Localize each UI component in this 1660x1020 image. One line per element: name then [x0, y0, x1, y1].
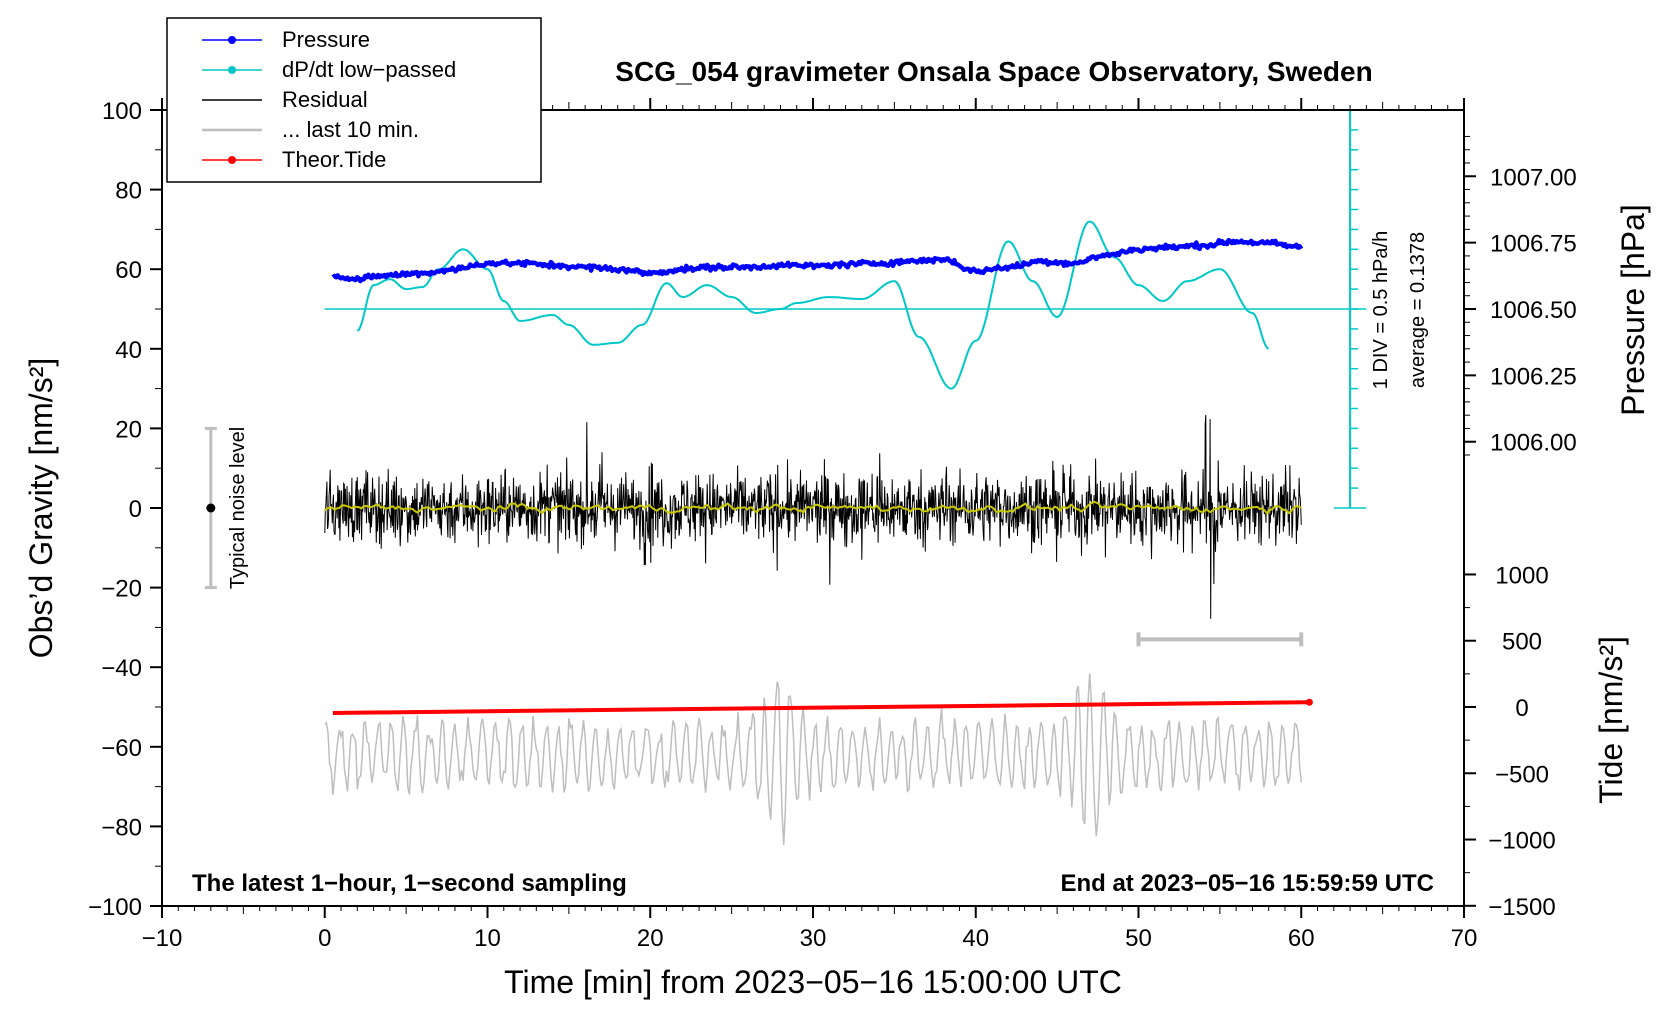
x-tick-label: 10 [474, 925, 501, 952]
y-tick-label: 80 [115, 178, 142, 205]
pressure-average-label: average = 0.1378 [1407, 232, 1429, 388]
last10-series-line [324, 673, 1303, 846]
pressure-tick-label: 1006.00 [1490, 430, 1577, 457]
y-axis-title-tide: Tide [nm/s²] [1593, 636, 1629, 804]
legend-marker [228, 156, 236, 164]
dpdt-series-line [356, 220, 1270, 390]
tide-tick-label: −1500 [1488, 894, 1555, 921]
pressure-series-line [331, 237, 1304, 284]
x-tick-label: 60 [1288, 925, 1315, 952]
x-tick-label: 30 [800, 925, 827, 952]
y-axis-title-left: Obs’d Gravity [nm/s²] [23, 358, 59, 659]
legend-label: Theor.Tide [282, 147, 386, 172]
legend-label: ... last 10 min. [282, 117, 419, 142]
legend-marker [228, 36, 236, 44]
x-tick-label: 20 [637, 925, 664, 952]
x-tick-label: 70 [1451, 925, 1478, 952]
y-axis-left: −100 −80 −60 −40 −20 0 20 40 60 80 100 [88, 98, 162, 921]
series-group [324, 220, 1367, 846]
chart-title: SCG_054 gravimeter Onsala Space Observat… [615, 56, 1372, 87]
y-tick-label: −100 [88, 894, 142, 921]
y-tick-label: 100 [102, 98, 142, 125]
pressure-tick-label: 1006.75 [1490, 231, 1577, 258]
noise-level-label: Typical noise level [227, 427, 249, 589]
y-axis-tide: −1500 −1000 −500 0 500 1000 [1464, 562, 1556, 921]
noise-level-bar [204, 426, 217, 590]
y-tick-label: −40 [101, 655, 142, 682]
legend-label: Pressure [282, 27, 370, 52]
y-tick-label: −20 [101, 576, 142, 603]
x-tick-label: −10 [142, 925, 183, 952]
legend-label: dP/dt low−passed [282, 57, 456, 82]
y-tick-label: −80 [101, 814, 142, 841]
pressure-tick-label: 1006.25 [1490, 363, 1577, 390]
pressure-tick-label: 1006.50 [1490, 297, 1577, 324]
footer-left-note: The latest 1−hour, 1−second sampling [192, 870, 627, 897]
tide-tick-label: −1000 [1488, 828, 1555, 855]
x-tick-label: 0 [318, 925, 331, 952]
noise-level-center-point [206, 503, 216, 513]
y-tick-label: 0 [129, 496, 142, 523]
footer-right-note: End at 2023−05−16 15:59:59 UTC [1060, 870, 1434, 897]
tide-tick-label: 500 [1502, 629, 1542, 656]
legend-marker [228, 66, 236, 74]
x-tick-label: 40 [962, 925, 989, 952]
y-tick-label: 20 [115, 416, 142, 443]
y-tick-label: 40 [115, 337, 142, 364]
legend-label: Residual [282, 87, 368, 112]
x-axis: −10 0 10 20 30 40 50 60 70 [142, 98, 1478, 952]
residual-smoothed-line [324, 500, 1302, 515]
y-axis-pressure: 1006.00 1006.25 1006.50 1006.75 1007.00 [1464, 135, 1577, 457]
tide-series-line [332, 700, 1310, 715]
x-tick-label: 50 [1125, 925, 1152, 952]
tide-series-end-point [1305, 698, 1313, 706]
pressure-scale-label: 1 DIV = 0.5 hPa/h [1370, 231, 1392, 389]
time-scale-bar [1136, 632, 1304, 647]
tide-tick-label: −500 [1495, 761, 1549, 788]
residual-series-line [324, 414, 1302, 619]
y-tick-label: −60 [101, 735, 142, 762]
y-axis-title-pressure: Pressure [hPa] [1615, 204, 1651, 416]
tide-tick-label: 0 [1515, 695, 1528, 722]
pressure-tick-label: 1007.00 [1490, 164, 1577, 191]
y-tick-label: 60 [115, 257, 142, 284]
tide-tick-label: 1000 [1495, 562, 1548, 589]
legend: Pressure dP/dt low−passed Residual ... last… [166, 17, 542, 183]
x-axis-title: Time [min] from 2023−05−16 15:00:00 UTC [504, 964, 1122, 1000]
